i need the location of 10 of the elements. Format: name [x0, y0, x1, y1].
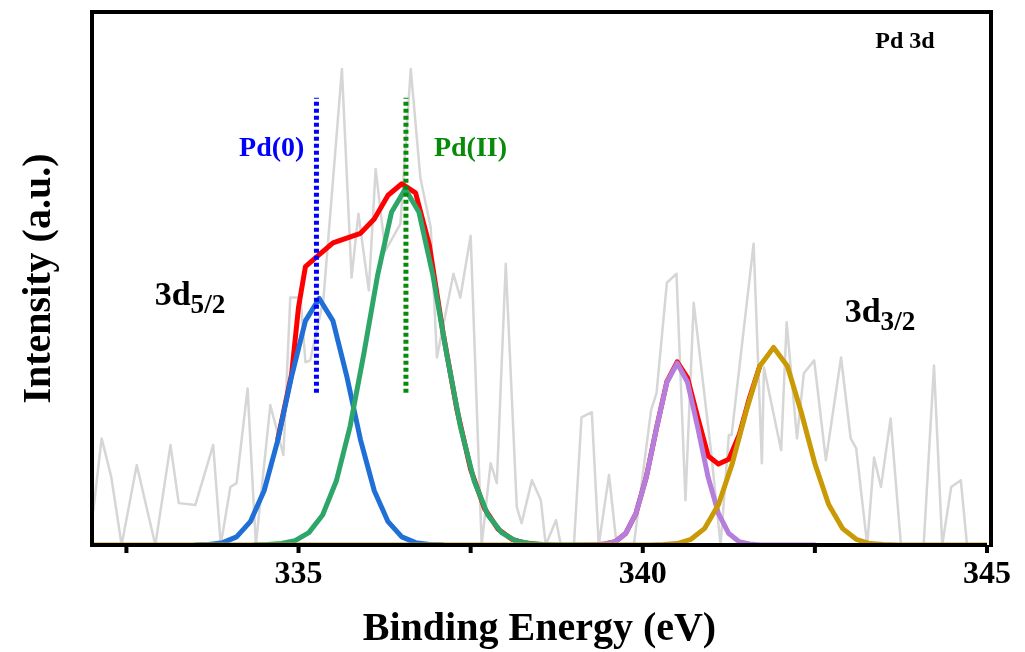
- ref-line-label: Pd(0): [239, 130, 305, 162]
- y-axis-title: Intensity (a.u.): [14, 153, 59, 404]
- ref-line-label: Pd(II): [433, 130, 508, 162]
- text: Pd 3d: [875, 27, 936, 53]
- x-tick-label: 340: [618, 554, 667, 590]
- x-axis-title: Binding Energy (eV): [362, 604, 717, 649]
- annotation: 3d$_{3/2}$: [844, 292, 916, 337]
- x-tick-label: 335: [274, 554, 323, 590]
- x-tick-label: 345: [963, 554, 1011, 590]
- annotation: 3d$_{5/2}$: [154, 275, 226, 320]
